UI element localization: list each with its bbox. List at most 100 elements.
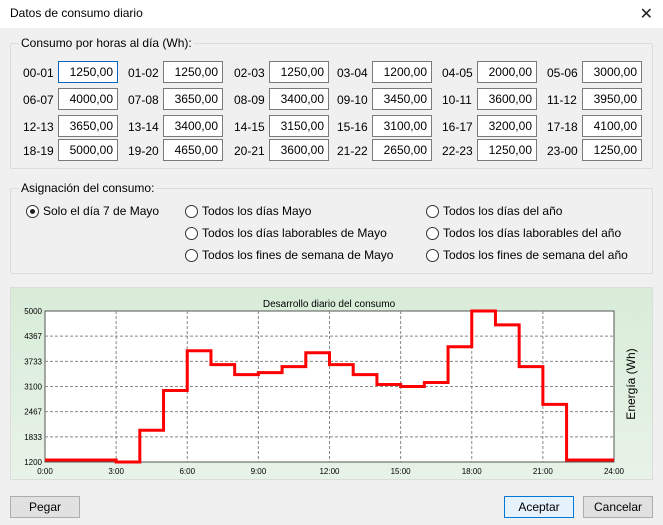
consumption-chart: Desarrollo diario del consumo 1200 1833 24… [24, 299, 638, 476]
window-title: Datos de consumo diario [10, 6, 143, 20]
assign-option-2[interactable]: Todos los días Mayo [185, 204, 311, 218]
chart-panel: Desarrollo diario del consumo 1200 1833 24… [10, 287, 653, 480]
hour-label-18-19: 18-19 [23, 144, 54, 158]
radio-circle-icon[interactable] [26, 204, 39, 218]
assign-option-label: Todos los fines de semana de Mayo [202, 248, 394, 262]
assign-option-label: Todos los días Mayo [202, 204, 312, 218]
assign-option-7[interactable]: Todos los fines de semana del año [426, 248, 628, 262]
hourly-consumption-group: Consumo por horas al día (Wh): [10, 36, 653, 169]
x-tick-label: 0:00 [37, 467, 53, 476]
hourly-consumption-label: Consumo por horas al día (Wh): [19, 36, 194, 50]
hour-input-10-11[interactable]: 3600,00 [477, 88, 537, 110]
hour-label-00-01: 00-01 [23, 66, 54, 80]
radio-circle-icon[interactable] [426, 248, 439, 262]
assign-option-label: Todos los días del año [443, 204, 563, 218]
hour-label-11-12: 11-12 [547, 93, 577, 107]
y-tick-label: 3100 [24, 383, 42, 392]
hour-input-04-05[interactable]: 2000,00 [477, 61, 537, 83]
y-axis-label: Energía (Wh) [624, 348, 638, 419]
x-tick-label: 6:00 [179, 467, 195, 476]
hour-input-03-04[interactable]: 1200,00 [372, 61, 432, 83]
y-tick-label: 1833 [24, 433, 42, 442]
hour-input-17-18[interactable]: 4100,00 [582, 115, 642, 137]
consumption-series-line [45, 309, 614, 464]
assign-option-3[interactable]: Todos los días laborables de Mayo [185, 226, 387, 240]
hour-input-09-10[interactable]: 3450,00 [372, 88, 432, 110]
x-tick-label: 12:00 [319, 467, 340, 476]
hour-input-22-23[interactable]: 1250,00 [477, 139, 537, 161]
hour-input-20-21[interactable]: 3600,00 [269, 139, 329, 161]
radio-circle-icon[interactable] [185, 204, 198, 218]
hour-input-05-06[interactable]: 3000,00 [582, 61, 642, 83]
hour-input-11-12[interactable]: 3950,00 [582, 88, 642, 110]
hour-input-08-09[interactable]: 3400,00 [269, 88, 329, 110]
assign-option-6[interactable]: Todos los días laborables del año [426, 226, 621, 240]
y-tick-label: 4367 [24, 332, 42, 341]
hour-label-04-05: 04-05 [442, 66, 473, 80]
assign-option-label: Solo el día 7 de Mayo [43, 204, 160, 218]
close-icon[interactable]: ✕ [639, 6, 653, 23]
hour-input-23-00[interactable]: 1250,00 [582, 139, 642, 161]
hour-input-19-20[interactable]: 4650,00 [163, 139, 223, 161]
x-tick-label: 24:00 [604, 467, 625, 476]
x-tick-label: 9:00 [251, 467, 267, 476]
cancel-button[interactable]: Cancelar [583, 496, 653, 518]
hour-label-19-20: 19-20 [128, 144, 159, 158]
assign-option-label: Todos los días laborables del año [443, 226, 622, 240]
hour-label-15-16: 15-16 [337, 120, 368, 134]
paste-button[interactable]: Pegar [10, 496, 80, 518]
hour-input-16-17[interactable]: 3200,00 [477, 115, 537, 137]
hour-label-09-10: 09-10 [337, 93, 368, 107]
hour-input-18-19[interactable]: 5000,00 [58, 139, 118, 161]
hour-input-02-03[interactable]: 1250,00 [269, 61, 329, 83]
hour-input-15-16[interactable]: 3100,00 [372, 115, 432, 137]
y-tick-label: 5000 [24, 307, 42, 316]
hour-label-20-21: 20-21 [234, 144, 265, 158]
hour-input-06-07[interactable]: 4000,00 [58, 88, 118, 110]
hour-label-07-08: 07-08 [128, 93, 159, 107]
assign-option-4[interactable]: Todos los fines de semana de Mayo [185, 248, 393, 262]
hour-label-14-15: 14-15 [234, 120, 265, 134]
hour-label-08-09: 08-09 [234, 93, 265, 107]
hour-input-13-14[interactable]: 3400,00 [163, 115, 223, 137]
hour-input-00-01[interactable]: 1250,00 [58, 61, 118, 83]
hour-label-03-04: 03-04 [337, 66, 368, 80]
radio-circle-icon[interactable] [426, 204, 439, 218]
assign-option-1[interactable]: Solo el día 7 de Mayo [26, 204, 159, 218]
radio-circle-icon[interactable] [426, 226, 439, 240]
hour-label-21-22: 21-22 [337, 144, 368, 158]
x-tick-label: 21:00 [533, 467, 554, 476]
assign-option-5[interactable]: Todos los días del año [426, 204, 562, 218]
x-tick-label: 3:00 [108, 467, 124, 476]
hour-input-21-22[interactable]: 2650,00 [372, 139, 432, 161]
hour-label-12-13: 12-13 [23, 120, 54, 134]
hour-label-23-00: 23-00 [547, 144, 578, 158]
y-tick-label: 2467 [24, 408, 42, 417]
hour-label-17-18: 17-18 [547, 120, 578, 134]
hour-input-14-15[interactable]: 3150,00 [269, 115, 329, 137]
hour-label-13-14: 13-14 [128, 120, 159, 134]
radio-circle-icon[interactable] [185, 248, 198, 262]
assignment-label: Asignación del consumo: [19, 181, 157, 195]
x-tick-label: 18:00 [462, 467, 483, 476]
hour-label-10-11: 10-11 [442, 93, 472, 107]
title-bar: Datos de consumo diario ✕ [0, 0, 663, 28]
y-tick-label: 3733 [24, 357, 42, 366]
assignment-group: Asignación del consumo: [10, 181, 653, 274]
hour-label-16-17: 16-17 [442, 120, 473, 134]
hour-input-01-02[interactable]: 1250,00 [163, 61, 223, 83]
assign-option-label: Todos los días laborables de Mayo [202, 226, 387, 240]
assign-option-label: Todos los fines de semana del año [443, 248, 628, 262]
hour-input-07-08[interactable]: 3650,00 [163, 88, 223, 110]
hour-label-05-06: 05-06 [547, 66, 578, 80]
hour-label-02-03: 02-03 [234, 66, 265, 80]
x-tick-label: 15:00 [391, 467, 412, 476]
hour-input-12-13[interactable]: 3650,00 [58, 115, 118, 137]
accept-button[interactable]: Aceptar [504, 496, 574, 518]
hour-label-06-07: 06-07 [23, 93, 54, 107]
radio-circle-icon[interactable] [185, 226, 198, 240]
hour-label-22-23: 22-23 [442, 144, 473, 158]
y-tick-label: 1200 [24, 458, 42, 467]
chart-title: Desarrollo diario del consumo [263, 299, 396, 310]
hour-label-01-02: 01-02 [128, 66, 159, 80]
